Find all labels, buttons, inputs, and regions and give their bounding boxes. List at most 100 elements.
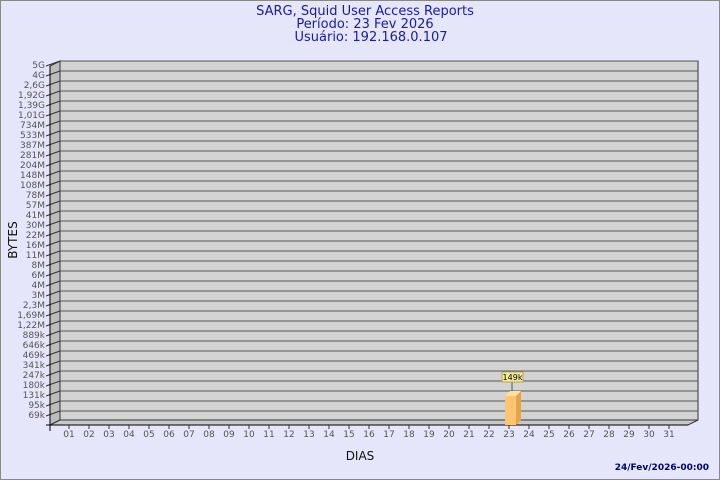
y-tick-label: 148M: [20, 171, 45, 181]
x-tick-label: 18: [403, 430, 415, 440]
y-tick-label: 131k: [23, 391, 46, 401]
x-tick-label: 11: [263, 430, 274, 440]
y-tick-label: 95k: [28, 401, 45, 411]
y-tick-label: 78M: [26, 191, 45, 201]
x-tick-label: 28: [603, 430, 615, 440]
y-tick: [45, 380, 61, 387]
y-tick-label: 533M: [20, 131, 45, 141]
x-tick-label: 05: [143, 430, 154, 440]
y-tick: [45, 200, 61, 207]
x-tick-label: 01: [63, 430, 74, 440]
x-tick-label: 30: [643, 430, 655, 440]
y-tick: [45, 70, 61, 77]
y-tick-label: 1,01G: [18, 111, 45, 121]
y-tick: [45, 60, 61, 67]
y-tick: [45, 370, 61, 377]
y-tick-label: 281M: [20, 151, 45, 161]
y-tick-label: 387M: [20, 141, 45, 151]
y-tick-label: 8M: [32, 261, 46, 271]
x-tick-label: 09: [223, 430, 235, 440]
y-tick-label: 2,6G: [24, 81, 45, 91]
y-tick: [45, 160, 61, 167]
y-tick-label: 69k: [28, 411, 45, 421]
y-tick-label: 1,92G: [18, 91, 45, 101]
bar-top: [505, 390, 521, 396]
x-tick-label: 25: [543, 430, 554, 440]
y-tick: [45, 290, 61, 297]
y-tick: [45, 100, 61, 107]
y-tick: [45, 250, 61, 257]
y-tick: [45, 230, 61, 237]
bar-side: [516, 390, 521, 425]
y-tick: [45, 130, 61, 137]
y-tick-label: 341k: [23, 361, 46, 371]
y-tick-label: 4G: [32, 71, 45, 81]
x-tick-label: 12: [283, 430, 294, 440]
y-tick: [45, 210, 61, 217]
x-tick-label: 15: [343, 430, 354, 440]
x-tick-label: 21: [463, 430, 474, 440]
y-tick-label: 646k: [23, 341, 46, 351]
floor: [49, 419, 699, 426]
y-tick-label: 734M: [20, 121, 45, 131]
y-tick-label: 30M: [26, 221, 45, 231]
y-tick: [45, 400, 61, 407]
y-tick: [45, 220, 61, 227]
chart-title: SARG, Squid User Access Reports: [256, 4, 474, 19]
x-tick-label: 10: [243, 430, 255, 440]
bar: [505, 395, 516, 425]
y-tick-label: 1,22M: [17, 321, 45, 331]
data-label: 149k: [503, 373, 523, 382]
x-tick-label: 27: [583, 430, 594, 440]
y-tick: [45, 300, 61, 307]
y-tick-label: 5G: [32, 61, 45, 71]
period-label: Período: 23 Fev 2026: [296, 17, 433, 32]
x-tick-label: 07: [183, 430, 194, 440]
x-tick-label: 29: [623, 430, 635, 440]
x-tick-label: 24: [523, 430, 535, 440]
y-tick-label: 204M: [20, 161, 45, 171]
x-tick-label: 03: [103, 430, 114, 440]
y-tick-label: 57M: [26, 201, 45, 211]
y-tick-label: 2,3M: [23, 301, 45, 311]
y-tick: [45, 120, 61, 127]
y-tick: [45, 310, 61, 317]
generated-timestamp: 24/Fev/2026-00:00: [615, 463, 709, 473]
y-tick-label: 11M: [26, 251, 45, 261]
data-label-box: [501, 371, 524, 383]
y-tick: [45, 260, 61, 267]
x-tick-label: 17: [383, 430, 394, 440]
y-tick-label: 6M: [32, 271, 46, 281]
x-tick-label: 06: [163, 430, 175, 440]
x-tick-label: 26: [563, 430, 575, 440]
x-tick-label: 16: [363, 430, 375, 440]
y-tick: [45, 340, 61, 347]
y-axis-label: BYTES: [6, 221, 20, 258]
y-tick: [45, 80, 61, 87]
y-tick: [45, 270, 61, 277]
x-tick-label: 08: [203, 430, 215, 440]
x-tick-label: 22: [483, 430, 494, 440]
y-tick-label: 3M: [32, 291, 46, 301]
y-tick: [45, 90, 61, 97]
y-tick-label: 180k: [23, 381, 46, 391]
y-tick: [45, 360, 61, 367]
x-tick-label: 31: [663, 430, 674, 440]
x-tick-label: 02: [83, 430, 94, 440]
y-tick-label: 1,39G: [18, 101, 45, 111]
user-label: Usuário: 192.168.0.107: [294, 30, 447, 45]
x-tick-label: 20: [443, 430, 455, 440]
y-tick: [45, 170, 61, 177]
y-tick: [45, 320, 61, 327]
x-tick-label: 14: [323, 430, 335, 440]
x-tick-label: 19: [423, 430, 435, 440]
y-tick: [45, 190, 61, 197]
y-tick: [45, 390, 61, 397]
y-tick-label: 1,69M: [17, 311, 45, 321]
y-tick-label: 4M: [32, 281, 46, 291]
x-tick-label: 13: [303, 430, 314, 440]
y-tick-label: 41M: [26, 211, 45, 221]
x-tick-label: 04: [123, 430, 135, 440]
